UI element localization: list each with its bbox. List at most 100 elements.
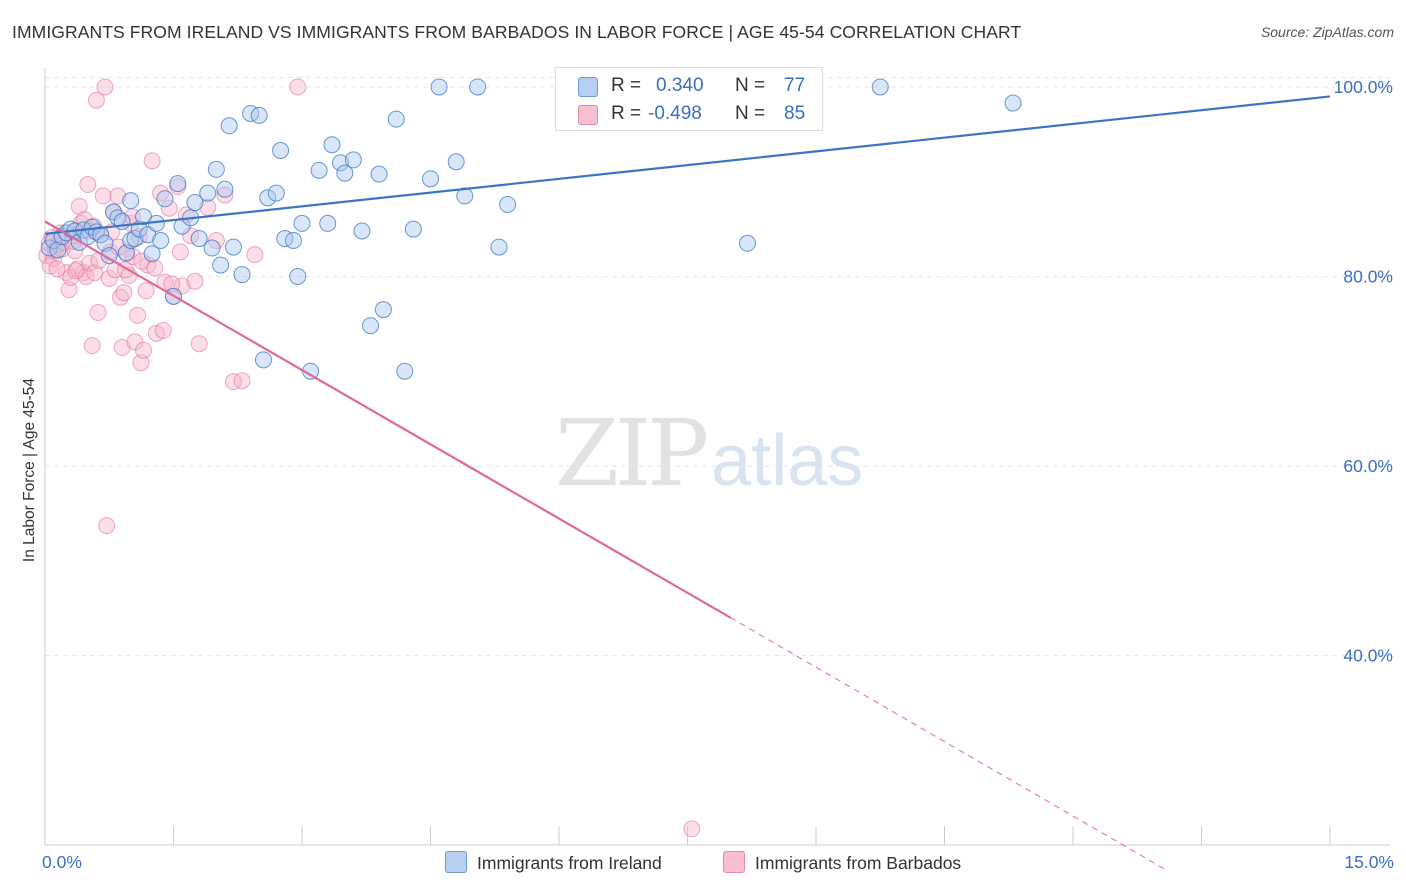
ireland-point: [396, 362, 414, 380]
barbados-point: [246, 246, 264, 264]
ireland-point: [100, 247, 118, 265]
n-label: N =: [735, 75, 766, 96]
ireland-point: [122, 231, 140, 249]
barbados-trend-line: [44, 220, 731, 619]
ireland-point: [738, 234, 756, 252]
chart-title: IMMIGRANTS FROM IRELAND VS IMMIGRANTS FR…: [12, 22, 1022, 42]
barbados-point: [199, 198, 217, 216]
source-credit: Source: ZipAtlas.com: [1260, 24, 1394, 40]
barbados-point: [154, 321, 172, 339]
ireland-point: [152, 231, 170, 249]
x-tick-min: 0.0%: [42, 852, 82, 872]
barbados-point: [109, 187, 127, 205]
ireland-point: [293, 214, 311, 232]
barbados-point: [160, 199, 178, 217]
barbados-point: [60, 281, 78, 299]
barbados-point: [233, 372, 251, 390]
ireland-point: [143, 245, 161, 263]
barbados-point: [83, 337, 101, 355]
barbados-point: [77, 267, 95, 285]
barbados-point: [216, 186, 234, 204]
barbados-point: [87, 91, 105, 109]
x-tick-max: 15.0%: [1344, 852, 1394, 872]
ireland-point: [447, 153, 465, 171]
ireland-point: [233, 266, 251, 284]
ireland-point: [374, 301, 392, 319]
barbados-point: [115, 284, 133, 302]
barbados-point: [190, 335, 208, 353]
ireland-point: [1004, 94, 1022, 112]
ireland-point: [242, 104, 260, 122]
ireland-swatch: [578, 77, 598, 97]
barbados-point: [41, 257, 59, 275]
ireland-point: [212, 256, 230, 274]
ireland-point: [190, 230, 208, 248]
barbados-swatch: [578, 105, 598, 125]
barbados-point: [126, 333, 144, 351]
barbados-point: [147, 324, 165, 342]
ireland-trend-line: [44, 95, 1331, 235]
ireland-point: [289, 267, 307, 285]
legend-item-barbados[interactable]: Immigrants from Barbados: [723, 851, 961, 875]
barbados-point: [137, 282, 155, 300]
barbados-point: [70, 197, 88, 215]
ireland-point: [284, 231, 302, 249]
barbados-point: [113, 339, 131, 357]
ireland-point: [199, 184, 217, 202]
ireland-point: [126, 230, 144, 248]
y-tick-label: 40.0%: [1343, 645, 1393, 665]
barbados-point: [48, 260, 66, 278]
ireland-point: [220, 117, 238, 135]
ireland-point: [430, 78, 448, 96]
barbados-point: [146, 259, 164, 277]
barbados-point: [135, 341, 153, 359]
ireland-point: [871, 78, 889, 96]
ireland-point: [319, 214, 337, 232]
barbados-r-value: -0.498: [648, 103, 702, 124]
ireland-point: [370, 165, 388, 183]
barbados-point: [143, 152, 161, 170]
barbados-point: [98, 517, 116, 535]
stats-box: R = 0.340 N = 77 R = -0.498 N = 85: [555, 67, 823, 131]
ireland-point: [186, 194, 204, 212]
legend-swatch-ireland: [445, 851, 467, 873]
ireland-point: [259, 189, 277, 207]
barbados-point: [163, 275, 181, 293]
legend-swatch-barbados: [723, 851, 745, 873]
ireland-point: [276, 230, 294, 248]
legend-item-ireland[interactable]: Immigrants from Ireland: [445, 851, 662, 875]
ireland-point: [267, 184, 285, 202]
ireland-point: [250, 106, 268, 124]
r-label: R =: [611, 75, 642, 96]
ireland-point: [422, 170, 439, 188]
ireland-point: [323, 136, 341, 154]
barbados-point: [100, 269, 118, 287]
barbados-n-value: 85: [784, 103, 806, 124]
ireland-point: [122, 192, 140, 210]
barbados-point: [111, 288, 129, 306]
ireland-point: [272, 141, 290, 159]
ireland-point: [169, 175, 187, 193]
legend-label-barbados: Immigrants from Barbados: [755, 853, 962, 873]
ireland-point: [332, 154, 350, 172]
ireland-point: [344, 151, 362, 169]
stats-row-ireland: R = 0.340 N = 77: [556, 72, 822, 100]
barbados-trend-extension: [730, 617, 1168, 872]
watermark: ZIPatlas: [555, 400, 863, 507]
ireland-point: [490, 238, 508, 256]
ireland-point: [469, 78, 487, 96]
barbados-point: [67, 262, 85, 280]
ireland-r-value: 0.340: [656, 75, 704, 96]
n-label: N =: [735, 103, 766, 124]
barbados-point: [289, 78, 307, 96]
barbados-point: [81, 254, 99, 272]
y-tick-label: 60.0%: [1343, 456, 1393, 476]
ireland-point: [49, 241, 67, 259]
barbados-point: [171, 243, 189, 261]
ireland-point: [224, 238, 242, 256]
ireland-point: [387, 110, 405, 128]
ireland-point: [207, 160, 225, 178]
ireland-n-value: 77: [784, 75, 806, 96]
barbados-point: [89, 303, 107, 321]
